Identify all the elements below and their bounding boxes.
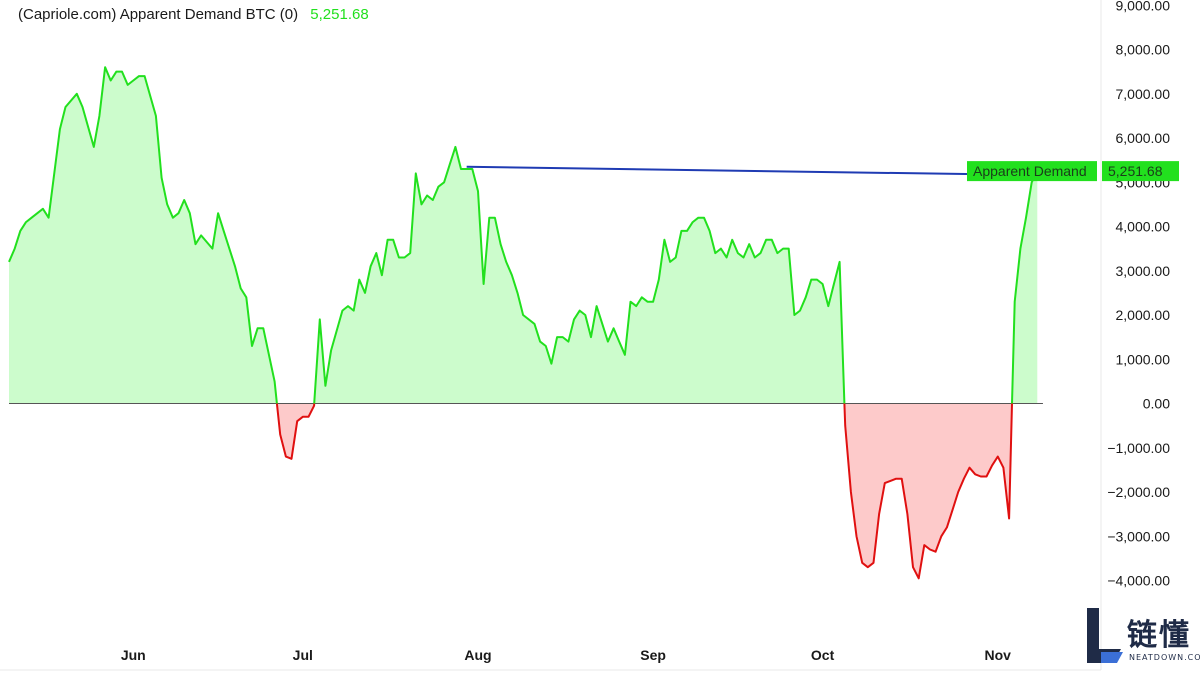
- negative-area-3: [844, 403, 1012, 579]
- logo-english-text: NEATDOWN.COM: [1129, 653, 1200, 662]
- x-tick-label-aug: Aug: [464, 647, 491, 663]
- logo-chinese-text: 链懂: [1127, 618, 1191, 653]
- y-tick-label: 0.00: [1143, 396, 1170, 412]
- x-tick-label-jul: Jul: [293, 647, 313, 663]
- series-label-value-bg: [1102, 161, 1179, 182]
- y-tick-label: −3,000.00: [1107, 528, 1170, 544]
- y-tick-label: 6,000.00: [1116, 130, 1171, 146]
- y-tick-label: 7,000.00: [1116, 86, 1171, 102]
- positive-line-segment-2: [313, 145, 846, 404]
- y-tick-label: 1,000.00: [1116, 351, 1171, 367]
- series-label-value: 5,251.68: [1108, 163, 1163, 179]
- positive-area-0: [9, 67, 277, 404]
- series-label-name: Apparent Demand: [973, 163, 1087, 179]
- x-axis: Jun Jul Aug Sep Oct Nov: [121, 647, 1011, 663]
- neatdown-logo-icon: [1087, 608, 1123, 663]
- positive-area-2: [314, 146, 845, 404]
- indicator-title: (Capriole.com) Apparent Demand BTC (0): [18, 6, 299, 23]
- series-label-name-bg: [967, 161, 1097, 182]
- y-tick-label: 2,000.00: [1116, 307, 1171, 323]
- area-fills: [9, 67, 1038, 579]
- positive-area-4: [1012, 171, 1038, 404]
- trend-line[interactable]: [466, 165, 1043, 177]
- y-tick-label: −1,000.00: [1107, 440, 1170, 456]
- negative-line-segment-1: [275, 403, 316, 460]
- x-tick-label-oct: Oct: [811, 647, 835, 663]
- x-tick-label-nov: Nov: [985, 647, 1012, 663]
- y-tick-label: −2,000.00: [1107, 484, 1170, 500]
- x-tick-label-sep: Sep: [640, 647, 666, 663]
- series-value-label: Apparent Demand 5,251.68: [967, 161, 1179, 182]
- indicator-current-value: 5,251.68: [310, 6, 369, 23]
- y-tick-label: 4,000.00: [1116, 219, 1171, 235]
- negative-line-segment-3: [843, 403, 1013, 580]
- chart-header: (Capriole.com) Apparent Demand BTC (0) 5…: [18, 6, 369, 23]
- y-axis: 9,000.008,000.007,000.006,000.005,000.00…: [1107, 0, 1170, 589]
- y-tick-label: 9,000.00: [1116, 0, 1171, 13]
- positive-line-segment-0: [8, 66, 278, 404]
- y-tick-label: −4,000.00: [1107, 573, 1170, 589]
- y-tick-label: 3,000.00: [1116, 263, 1171, 279]
- y-tick-label: 8,000.00: [1116, 42, 1171, 58]
- x-tick-label-jun: Jun: [121, 647, 146, 663]
